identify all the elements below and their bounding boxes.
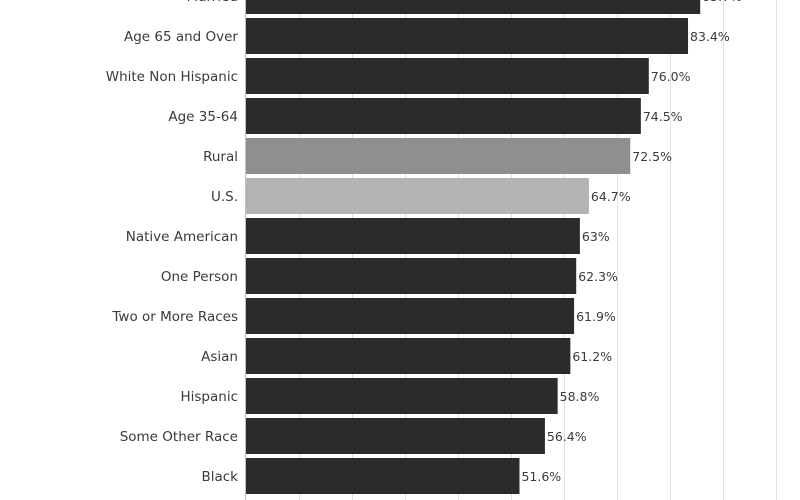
category-label: Black (201, 469, 238, 485)
value-label: 74.5% (643, 109, 683, 124)
bar (246, 58, 649, 94)
value-label: 63% (582, 229, 610, 244)
value-label: 76.0% (651, 69, 691, 84)
bar (246, 298, 575, 334)
category-label: Age 35-64 (168, 109, 238, 125)
value-label: 61.9% (576, 309, 616, 324)
category-label: Age 65 and Over (124, 29, 238, 45)
bar (246, 418, 545, 454)
category-label: Two or More Races (111, 309, 238, 325)
category-label: Rural (203, 149, 238, 165)
bar (246, 138, 631, 174)
category-label: One Person (161, 269, 238, 285)
bar (246, 338, 571, 374)
category-label: Hispanic (180, 389, 238, 405)
value-label: 72.5% (632, 149, 672, 164)
bar (246, 258, 577, 294)
bar (246, 0, 701, 14)
value-labels: 85.7% 83.4% 76.0% 74.5% 72.5% 64.7% 63% 62.3% 61… (521, 0, 742, 484)
value-label: 62.3% (578, 269, 618, 284)
value-label: 61.2% (572, 349, 612, 364)
category-label: Married (187, 0, 238, 5)
category-label: Some Other Race (120, 429, 238, 445)
bar (246, 98, 641, 134)
category-label: U.S. (211, 189, 238, 205)
value-label: 83.4% (690, 29, 730, 44)
bars (246, 0, 701, 494)
category-label: Native American (126, 229, 238, 245)
bar (246, 218, 580, 254)
bar (246, 458, 520, 494)
value-label: 51.6% (521, 469, 561, 484)
bar (246, 18, 689, 54)
bar (246, 178, 589, 214)
value-label: 56.4% (547, 429, 587, 444)
category-labels: Married Age 65 and Over White Non Hispanic… (106, 0, 239, 485)
value-label: 85.7% (702, 0, 742, 4)
value-label: 58.8% (560, 389, 600, 404)
category-label: Asian (201, 349, 238, 365)
value-label: 64.7% (591, 189, 631, 204)
category-label: White Non Hispanic (106, 69, 238, 85)
bar (246, 378, 558, 414)
